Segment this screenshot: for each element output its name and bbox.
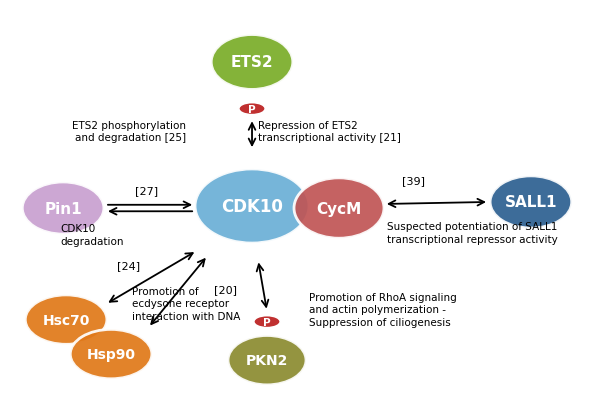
Ellipse shape [228, 336, 306, 385]
Ellipse shape [490, 176, 572, 228]
Text: [39]: [39] [402, 175, 425, 185]
Ellipse shape [294, 178, 384, 239]
Ellipse shape [254, 316, 280, 328]
Text: CycM: CycM [316, 201, 362, 216]
Text: Hsc70: Hsc70 [42, 313, 90, 327]
Text: [27]: [27] [135, 185, 158, 195]
Text: [24]: [24] [117, 260, 140, 270]
Text: [20]: [20] [214, 285, 237, 294]
Text: CDK10
degradation: CDK10 degradation [60, 224, 124, 246]
Ellipse shape [70, 330, 152, 379]
Ellipse shape [211, 36, 293, 90]
Text: Hsp90: Hsp90 [86, 347, 136, 361]
Text: SALL1: SALL1 [505, 195, 557, 210]
Text: Promotion of RhoA signaling
and actin polymerization -
Suppression of ciliogenes: Promotion of RhoA signaling and actin po… [309, 292, 457, 327]
Text: P: P [263, 317, 271, 327]
Text: Pin1: Pin1 [44, 201, 82, 216]
Text: CDK10: CDK10 [221, 197, 283, 216]
Text: Suspected potentiation of SALL1
transcriptional repressor activity: Suspected potentiation of SALL1 transcri… [387, 222, 558, 244]
Text: ETS2 phosphorylation
and degradation [25]: ETS2 phosphorylation and degradation [25… [72, 121, 186, 143]
Ellipse shape [195, 170, 309, 243]
Ellipse shape [22, 183, 104, 235]
Text: PKN2: PKN2 [246, 353, 288, 367]
Text: Repression of ETS2
transcriptional activity [21]: Repression of ETS2 transcriptional activ… [258, 121, 401, 143]
Text: P: P [248, 104, 256, 114]
Ellipse shape [25, 295, 107, 344]
Text: Promotion of
ecdysone receptor
interaction with DNA: Promotion of ecdysone receptor interacti… [132, 286, 241, 321]
Text: ETS2: ETS2 [231, 55, 274, 70]
Ellipse shape [239, 103, 265, 115]
